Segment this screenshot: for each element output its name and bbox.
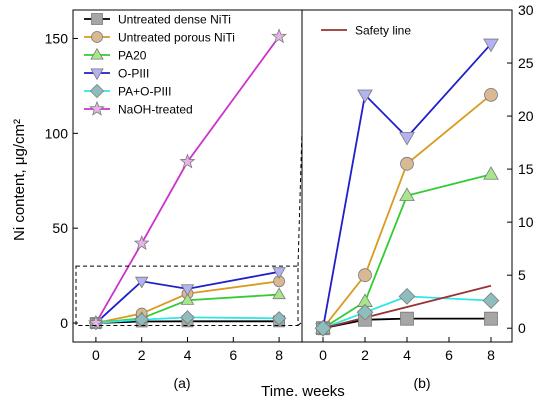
data-point [483,38,499,53]
legend-marker [89,83,105,99]
data-point [88,314,104,330]
data-point [356,303,374,321]
legend-label: Untreated dense NiTi [118,13,231,27]
data-point [400,156,414,171]
x-tick-label: 4 [403,347,411,363]
x-tick-label: 6 [229,347,237,363]
legend-label: PA+O-PIII [118,85,171,99]
data-point [134,312,149,327]
x-tick-label: 4 [184,347,192,363]
y-tick-label: 25 [518,55,534,71]
data-point [398,288,416,305]
data-point [272,287,286,300]
legend-label: O-PIII [118,67,149,81]
panel-b-label: (b) [413,375,430,391]
legend-label: Safety line [355,24,411,38]
data-point [180,310,195,325]
series-line [322,317,491,330]
legend-marker [91,13,103,25]
x-tick-label: 8 [275,347,283,363]
data-point [483,166,499,180]
data-point [272,267,286,279]
data-point [179,153,196,169]
data-point [482,292,500,309]
legend-label: PA20 [118,49,147,63]
x-tick-label: 2 [138,347,146,363]
legend-label: NaOH-treated [118,103,193,117]
data-point [399,132,415,146]
legend: Safety line [321,24,411,38]
series-line [95,316,280,324]
legend-marker [91,31,103,43]
data-point [271,28,287,44]
data-point [484,87,498,102]
series-line [322,173,492,329]
data-point [180,293,195,305]
data-point [358,268,372,283]
x-tick-label: 0 [92,347,100,363]
series-line [95,36,280,324]
y-tick-label: 10 [518,214,534,230]
data-point [399,187,415,201]
legend-marker [90,47,104,60]
zoom-line-top [297,129,303,267]
x-tick-label: 8 [487,347,495,363]
legend: Untreated dense NiTi Untreated porous NiT… [84,13,235,117]
x-tick-label: 6 [445,347,453,363]
y-tick-label: 20 [518,108,534,124]
data-point [271,311,287,326]
data-point [133,235,150,251]
x-tick-label: 0 [319,347,327,363]
legend-label: Untreated porous NiTi [118,31,235,45]
legend-marker [90,68,104,81]
data-point [357,89,373,104]
y-tick-label: 15 [518,161,534,177]
y-tick-label: 5 [518,267,526,283]
panel-a-label: (a) [173,375,190,391]
y-axis-title: Ni content, μg/cm² [11,119,28,241]
y-tick-label: 150 [45,30,69,46]
y-tick-label: 100 [45,125,69,141]
data-point [314,319,332,337]
y-tick-label: 0 [518,320,526,336]
series-line [322,43,492,329]
series-line [322,284,492,330]
series-line [322,295,492,330]
data-point [180,284,195,297]
series-line [322,94,492,329]
y-tick-label: 30 [518,2,534,18]
y-tick-label: 0 [60,315,68,331]
y-tick-label: 50 [52,220,68,236]
series-line [95,320,280,324]
x-axis-title: Time. weeks [261,383,345,400]
data-point [400,311,414,326]
data-point [134,276,149,289]
data-point [484,311,498,326]
zoom-box [75,265,299,326]
x-tick-label: 2 [361,347,369,363]
zoom-connector [75,129,303,326]
zoom-line-bottom [297,321,303,326]
series-line [95,270,280,324]
panel-b: 0 2 4 6 8 0 5 10 15 20 25 30 Safety line [301,2,534,363]
legend-marker [89,100,105,116]
series-line [95,280,280,324]
